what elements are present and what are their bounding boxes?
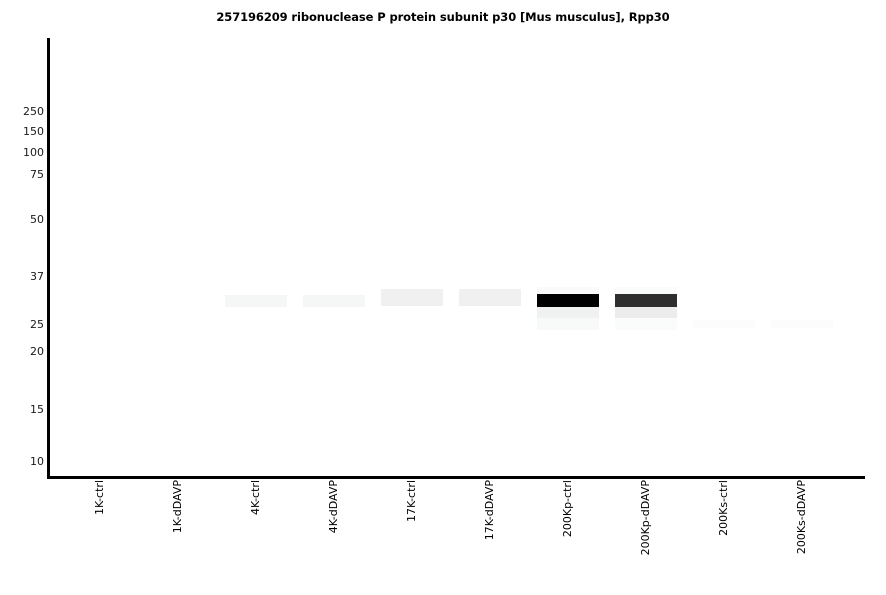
y-tick-label-100: 100: [23, 146, 44, 159]
gel-band: [693, 320, 755, 328]
x-tick-label-1K-dDAVP: 1K-dDAVP: [171, 480, 184, 534]
gel-lane-200Ks-dDAVP: [771, 38, 833, 476]
x-tick-label-17K-ctrl: 17K-ctrl: [405, 480, 418, 522]
gel-lane-200Kp-ctrl: [537, 38, 599, 476]
gel-band: [381, 289, 443, 306]
gel-lane-17K-dDAVP: [459, 38, 521, 476]
gel-band: [459, 289, 521, 306]
gel-lane-1K-dDAVP: [147, 38, 209, 476]
gel-band: [537, 294, 599, 307]
x-tick-label-1K-ctrl: 1K-ctrl: [93, 480, 106, 515]
gel-band: [537, 318, 599, 330]
y-tick-label-15: 15: [30, 403, 44, 416]
y-tick-label-25: 25: [30, 318, 44, 331]
gel-lane-17K-ctrl: [381, 38, 443, 476]
y-tick-label-250: 250: [23, 105, 44, 118]
y-axis-line: [47, 38, 50, 479]
page-title: 257196209 ribonuclease P protein subunit…: [216, 10, 670, 24]
x-axis-line: [47, 476, 865, 479]
gel-band: [537, 307, 599, 318]
gel-lane-4K-ctrl: [225, 38, 287, 476]
x-axis-tick-labels: 1K-ctrl 1K-dDAVP 4K-ctrl 4K-dDAVP 17K-ctrl 17…: [50, 476, 865, 595]
y-tick-label-75: 75: [30, 168, 44, 181]
gel-lane-200Kp-dDAVP: [615, 38, 677, 476]
x-tick-label-200Kp-ctrl: 200Kp-ctrl: [561, 480, 574, 538]
x-tick-label-4K-ctrl: 4K-ctrl: [249, 480, 262, 515]
gel-lane-200Ks-ctrl: [693, 38, 755, 476]
x-tick-label-4K-dDAVP: 4K-dDAVP: [327, 480, 340, 534]
gel-band: [615, 287, 677, 294]
x-tick-label-200Kp-dDAVP: 200Kp-dDAVP: [639, 480, 652, 556]
gel-band: [771, 320, 833, 328]
gel-band: [225, 295, 287, 307]
gel-band: [615, 307, 677, 318]
gel-lane-4K-dDAVP: [303, 38, 365, 476]
gel-band: [303, 295, 365, 307]
y-tick-label-50: 50: [30, 213, 44, 226]
y-tick-label-10: 10: [30, 455, 44, 468]
y-tick-label-20: 20: [30, 345, 44, 358]
gel-plot-area: [50, 38, 865, 476]
gel-band: [615, 294, 677, 307]
x-tick-label-200Ks-dDAVP: 200Ks-dDAVP: [795, 480, 808, 555]
gel-lane-1K-ctrl: [69, 38, 131, 476]
y-tick-label-150: 150: [23, 125, 44, 138]
gel-band: [615, 318, 677, 330]
y-tick-label-37: 37: [30, 270, 44, 283]
x-tick-label-17K-dDAVP: 17K-dDAVP: [483, 480, 496, 541]
y-axis-tick-labels: 250 150 100 75 50 37 25 20 15 10: [0, 0, 44, 595]
x-tick-label-200Ks-ctrl: 200Ks-ctrl: [717, 480, 730, 536]
gel-band: [537, 287, 599, 294]
